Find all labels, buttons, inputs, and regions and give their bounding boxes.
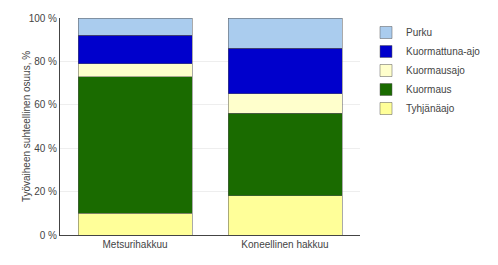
- svg-text:60 %: 60 %: [34, 99, 57, 110]
- svg-text:Tyhjänäajo: Tyhjänäajo: [406, 103, 455, 114]
- svg-text:20 %: 20 %: [34, 186, 57, 197]
- svg-text:Koneellinen hakkuu: Koneellinen hakkuu: [241, 239, 328, 250]
- svg-text:Kuormausajo: Kuormausajo: [406, 65, 465, 76]
- svg-text:Kuormaus: Kuormaus: [406, 84, 452, 95]
- svg-text:100 %: 100 %: [29, 13, 57, 24]
- svg-text:40 %: 40 %: [34, 143, 57, 154]
- svg-text:Kuormattuna-ajo: Kuormattuna-ajo: [406, 46, 480, 57]
- svg-text:Työvaiheen suhteellinen osuus,: Työvaiheen suhteellinen osuus, %: [21, 51, 32, 202]
- svg-text:Purku: Purku: [406, 27, 432, 38]
- svg-text:80 %: 80 %: [34, 56, 57, 67]
- svg-text:Metsurihakkuu: Metsurihakkuu: [102, 239, 167, 250]
- svg-text:0 %: 0 %: [40, 230, 57, 241]
